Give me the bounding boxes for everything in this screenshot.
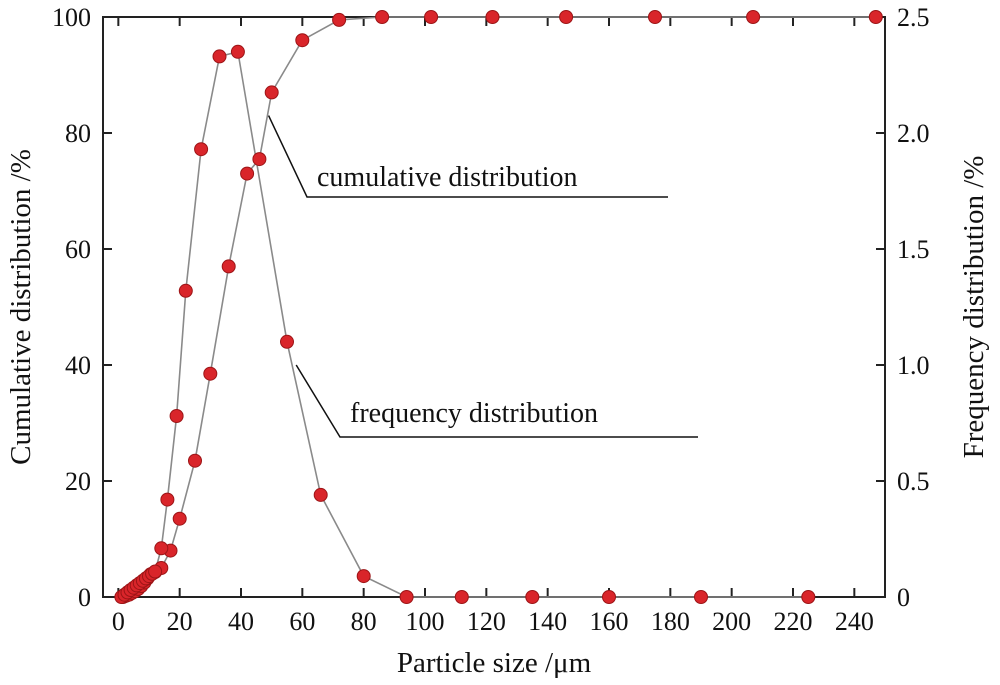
- annotation-label: cumulative distribution: [317, 162, 578, 193]
- data-point-cumulative: [424, 10, 439, 24]
- data-point-frequency: [148, 564, 163, 579]
- x-tick-label: 100: [406, 607, 445, 636]
- data-point-cumulative: [868, 10, 883, 24]
- annotation-label: frequency distribution: [350, 398, 598, 429]
- y-right-tick-label: 2.5: [897, 3, 930, 32]
- x-tick-label: 220: [774, 607, 813, 636]
- data-point-frequency: [160, 492, 175, 507]
- y-left-tick-label: 60: [65, 235, 91, 264]
- y-left-tick-label: 100: [52, 3, 91, 32]
- x-tick-label: 60: [289, 607, 315, 636]
- data-point-cumulative: [172, 511, 187, 526]
- annotation-leader: [267, 115, 668, 198]
- data-point-cumulative: [559, 10, 574, 24]
- x-tick-label: 240: [835, 607, 874, 636]
- data-point-frequency: [525, 590, 540, 604]
- data-point-frequency: [602, 590, 616, 604]
- x-tick-label: 20: [167, 607, 193, 636]
- data-point-frequency: [230, 44, 245, 59]
- data-point-frequency: [399, 590, 414, 604]
- data-point-frequency: [356, 569, 371, 584]
- data-point-cumulative: [203, 366, 218, 381]
- y-right-tick-label: 1.0: [897, 351, 930, 380]
- y-right-tick-label: 2.0: [897, 119, 930, 148]
- data-point-cumulative: [746, 10, 761, 24]
- data-point-cumulative: [295, 33, 310, 48]
- series-lines: [120, 16, 876, 598]
- series-line-frequency: [120, 50, 809, 598]
- x-tick-label: 40: [228, 607, 254, 636]
- data-point-frequency: [694, 590, 708, 604]
- x-tick-label: 160: [590, 607, 629, 636]
- data-point-frequency: [313, 487, 328, 502]
- axes: 0 20 40 60 80 100 120 140 160 180 200 220 240 0 20 40 60…: [52, 3, 930, 636]
- data-point-cumulative: [485, 10, 500, 24]
- y-left-axis-title: Cumulative distribution /%: [5, 149, 37, 465]
- x-tick-label: 0: [112, 607, 125, 636]
- x-tick-label: 120: [467, 607, 506, 636]
- y-left-tick-label: 20: [65, 467, 91, 496]
- data-point-frequency: [154, 541, 169, 556]
- data-point-cumulative: [252, 152, 267, 167]
- data-point-cumulative: [264, 85, 279, 100]
- data-point-cumulative: [648, 10, 662, 24]
- data-point-cumulative: [240, 166, 255, 181]
- axis-titles: Particle size /μm Cumulative distributio…: [5, 149, 990, 679]
- y-right-axis-title: Frequency distribution /%: [958, 156, 990, 459]
- y-right-tick-label: 1.5: [897, 235, 930, 264]
- annotation-leader: [295, 364, 698, 438]
- data-point-frequency: [169, 409, 184, 423]
- x-tick-label: 200: [712, 607, 751, 636]
- data-point-frequency: [212, 49, 227, 64]
- annotations: cumulative distribution frequency distrib…: [267, 115, 698, 438]
- x-axis-title: Particle size /μm: [397, 647, 592, 679]
- data-point-frequency: [454, 590, 469, 604]
- data-point-cumulative: [375, 10, 390, 24]
- y-left-tick-label: 40: [65, 351, 91, 380]
- y-left-tick-label: 0: [78, 583, 91, 612]
- y-right-tick-label: 0.5: [897, 467, 930, 496]
- data-point-cumulative: [332, 12, 347, 27]
- x-tick-label: 180: [651, 607, 690, 636]
- series-points: [114, 10, 883, 604]
- data-point-frequency: [178, 283, 193, 298]
- plot-frame: [102, 16, 886, 598]
- y-left-tick-label: 80: [65, 119, 91, 148]
- y-right-tick-label: 0: [897, 583, 910, 612]
- data-point-cumulative: [221, 259, 236, 274]
- data-point-frequency: [194, 142, 209, 157]
- data-point-frequency: [280, 334, 294, 349]
- x-tick-label: 80: [351, 607, 377, 636]
- data-point-cumulative: [188, 453, 202, 468]
- data-point-frequency: [801, 590, 816, 604]
- x-tick-label: 140: [528, 607, 567, 636]
- series-line-cumulative: [122, 16, 876, 598]
